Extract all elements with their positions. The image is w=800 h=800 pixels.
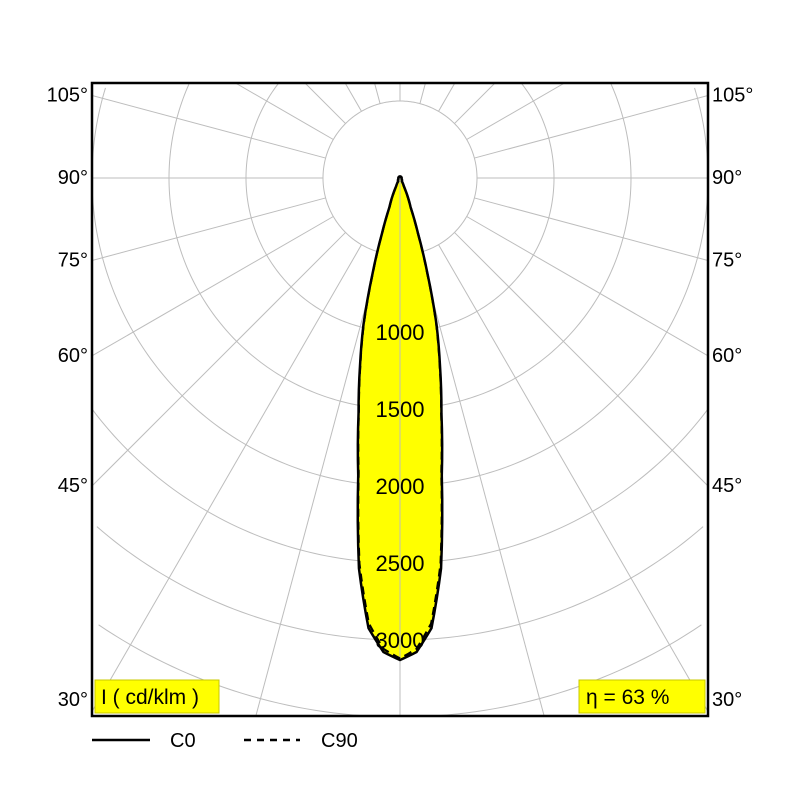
ring-labels: 1000 1500 2000 2500 3000 — [376, 320, 425, 653]
angle-label-left: 60° — [58, 345, 88, 367]
grid-ring — [98, 624, 702, 716]
grid-radial-line — [419, 252, 545, 716]
ring-label: 1500 — [376, 397, 425, 422]
grid-ring — [245, 83, 555, 333]
series-c90-curve — [357, 175, 443, 660]
grid-radial-line — [92, 197, 326, 262]
grid-radial-line — [235, 83, 334, 140]
angle-label-right: 60° — [712, 345, 742, 367]
grid-ring — [92, 409, 708, 564]
angle-label-right: 45° — [712, 475, 742, 497]
angle-label-left: 75° — [58, 250, 88, 272]
grid-radial-line — [92, 94, 326, 159]
intensity-curves — [356, 175, 444, 716]
grid-radial-line — [466, 216, 708, 357]
grid-radial-line — [255, 252, 381, 716]
angle-label-left: 90° — [58, 167, 88, 189]
unit-label-box — [94, 679, 220, 714]
angle-label-left: 45° — [58, 475, 88, 497]
grid-ring — [96, 526, 704, 641]
grid-radial-line — [374, 83, 381, 104]
efficiency-box — [578, 679, 706, 714]
ring-label: 2000 — [376, 474, 425, 499]
angle-label-right: 90° — [712, 167, 742, 189]
angle-label-left: 30° — [58, 689, 88, 711]
grid-radial-line — [344, 83, 362, 112]
grid-radial-line — [454, 232, 708, 487]
grid-radial-line — [466, 83, 565, 140]
grid-radial-line — [92, 244, 362, 712]
ring-label: 2500 — [376, 551, 425, 576]
unit-label: I ( cd/klm ) — [101, 686, 199, 709]
legend-c90-label: C90 — [321, 730, 358, 752]
grid-radial-line — [419, 83, 426, 104]
grid-radial-line — [454, 83, 496, 124]
legend-c0-label: C0 — [170, 730, 196, 752]
grid-radial-line — [92, 216, 334, 357]
grid-radial-line — [92, 232, 346, 487]
grid-radial-line — [438, 83, 456, 112]
efficiency-label: η = 63 % — [586, 686, 669, 709]
angle-label-right: 75° — [712, 250, 742, 272]
ring-label: 3000 — [376, 628, 425, 653]
grid-radial-line — [474, 94, 708, 159]
grid-radial-line — [438, 244, 708, 712]
grid-radial-line — [304, 83, 346, 124]
chart-frame — [90, 81, 710, 718]
grid-ring — [168, 83, 632, 410]
grid-radial-line — [474, 197, 708, 262]
angle-labels: 30° 30° 45° 45° 60° 60° 75° 75° 90° 90° 105° 105° — [47, 84, 754, 711]
ring-label: 1000 — [376, 320, 425, 345]
angle-label-right: 105° — [712, 84, 753, 106]
angle-label-right: 30° — [712, 689, 742, 711]
angle-label-left: 105° — [47, 84, 88, 106]
